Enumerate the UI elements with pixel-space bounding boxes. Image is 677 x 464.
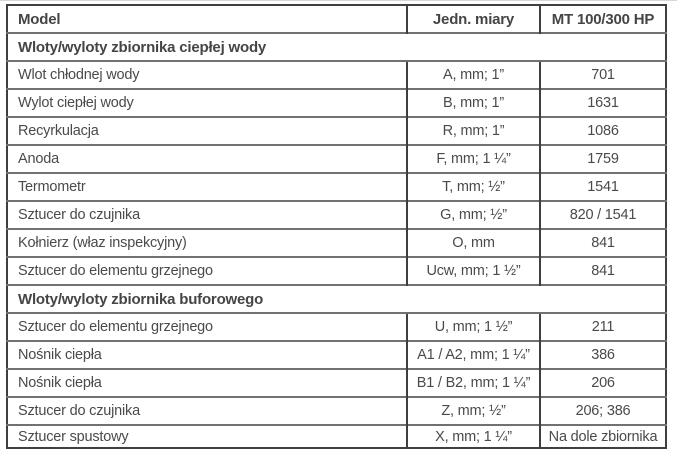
section-title: Wloty/wyloty zbiornika buforowego <box>7 284 666 313</box>
row-label: Nośnik ciepła <box>7 340 407 369</box>
row-unit: G, mm; ½” <box>406 200 540 229</box>
row-label: Wylot ciepłej wody <box>7 88 407 117</box>
row-label: Sztucer do czujnika <box>7 396 407 425</box>
spec-table-header: Model Jedn. miary MT 100/300 HP <box>7 5 666 33</box>
row-label: Wlot chłodnej wody <box>7 60 407 89</box>
row-value: 1759 <box>539 144 666 173</box>
table-row: Termometr T, mm; ½” 1541 <box>7 172 666 201</box>
spec-table-body: Wloty/wyloty zbiornika ciepłej wody Wlot … <box>7 32 666 448</box>
row-unit: B, mm; 1” <box>406 88 540 117</box>
row-label: Sztucer do czujnika <box>7 200 407 229</box>
row-value: 386 <box>539 340 666 369</box>
page-top-edge-line <box>0 0 677 1</box>
section-title: Wloty/wyloty zbiornika ciepłej wody <box>7 32 666 61</box>
row-value: 1631 <box>539 88 666 117</box>
row-label: Sztucer do elementu grzejnego <box>7 312 407 341</box>
section-header-row: Wloty/wyloty zbiornika ciepłej wody <box>7 32 666 61</box>
row-unit: T, mm; ½” <box>406 172 540 201</box>
table-row: Recyrkulacja R, mm; 1” 1086 <box>7 116 666 145</box>
row-label: Kołnierz (właz inspekcyjny) <box>7 228 407 257</box>
table-row: Sztucer do czujnika Z, mm; ½” 206; 386 <box>7 396 666 425</box>
row-value: 206 <box>539 368 666 397</box>
row-value: 1086 <box>539 116 666 145</box>
row-unit: Z, mm; ½” <box>406 396 540 425</box>
row-label: Termometr <box>7 172 407 201</box>
table-row: Nośnik ciepła A1 / A2, mm; 1 ¼” 386 <box>7 340 666 369</box>
spec-table: Model Jedn. miary MT 100/300 HP Wloty/wy… <box>6 4 667 449</box>
header-row: Model Jedn. miary MT 100/300 HP <box>7 5 666 33</box>
row-value: 211 <box>539 312 666 341</box>
row-value: 841 <box>539 228 666 257</box>
row-label: Sztucer spustowy <box>7 424 407 448</box>
section-header-row: Wloty/wyloty zbiornika buforowego <box>7 284 666 313</box>
row-unit: A, mm; 1” <box>406 60 540 89</box>
row-unit: O, mm <box>406 228 540 257</box>
table-row: Sztucer spustowy X, mm; 1 ¼” Na dole zbior… <box>7 424 666 448</box>
table-row: Anoda F, mm; 1 ¼” 1759 <box>7 144 666 173</box>
table-row: Sztucer do czujnika G, mm; ½” 820 / 1541 <box>7 200 666 229</box>
column-header-unit: Jedn. miary <box>406 5 540 33</box>
table-row: Wlot chłodnej wody A, mm; 1” 701 <box>7 60 666 89</box>
table-row: Nośnik ciepła B1 / B2, mm; 1 ¼” 206 <box>7 368 666 397</box>
row-label: Anoda <box>7 144 407 173</box>
table-row: Wylot ciepłej wody B, mm; 1” 1631 <box>7 88 666 117</box>
row-value: 206; 386 <box>539 396 666 425</box>
row-unit: X, mm; 1 ¼” <box>406 424 540 448</box>
row-label: Sztucer do elementu grzejnego <box>7 256 407 285</box>
row-unit: A1 / A2, mm; 1 ¼” <box>406 340 540 369</box>
row-value: 820 / 1541 <box>539 200 666 229</box>
row-value: Na dole zbiornika <box>539 424 666 448</box>
row-value: 841 <box>539 256 666 285</box>
table-row: Sztucer do elementu grzejnego U, mm; 1 ½”… <box>7 312 666 341</box>
column-header-model: Model <box>18 10 61 28</box>
row-value: 1541 <box>539 172 666 201</box>
table-row: Kołnierz (właz inspekcyjny) O, mm 841 <box>7 228 666 257</box>
table-row: Sztucer do elementu grzejnego Ucw, mm; 1 … <box>7 256 666 285</box>
row-label: Nośnik ciepła <box>7 368 407 397</box>
column-header-model-value: MT 100/300 HP <box>539 5 666 33</box>
row-unit: B1 / B2, mm; 1 ¼” <box>406 368 540 397</box>
row-label: Recyrkulacja <box>7 116 407 145</box>
row-unit: Ucw, mm; 1 ½” <box>406 256 540 285</box>
row-value: 701 <box>539 60 666 89</box>
row-unit: U, mm; 1 ½” <box>406 312 540 341</box>
row-unit: F, mm; 1 ¼” <box>406 144 540 173</box>
row-unit: R, mm; 1” <box>406 116 540 145</box>
